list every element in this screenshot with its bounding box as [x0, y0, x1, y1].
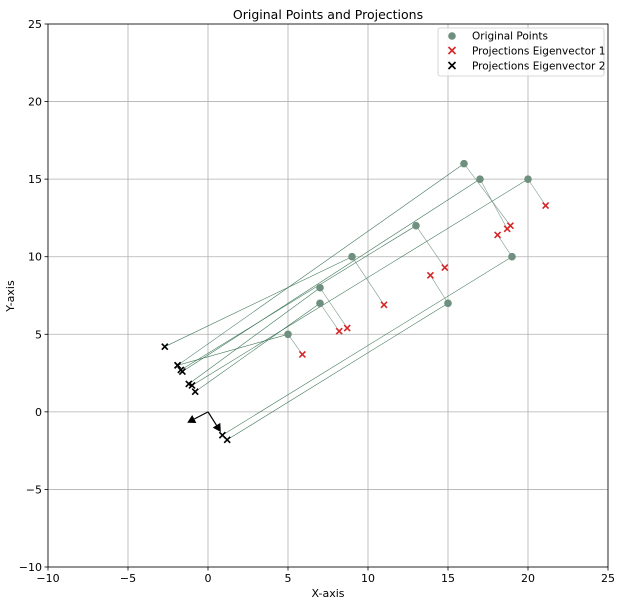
eigenvector-1-shaft: [194, 411, 209, 420]
projection-line-eigenvector-1: [415, 225, 446, 268]
x-tick-label: 20: [521, 572, 535, 585]
projection-line-eigenvector-2: [191, 178, 529, 386]
projection-line-eigenvector-2: [164, 256, 353, 347]
projection-line-eigenvector-1: [527, 178, 546, 206]
legend-label-original: Original Points: [472, 31, 548, 43]
projection-line-eigenvector-2: [195, 303, 321, 392]
y-tick-label: 20: [28, 96, 42, 109]
projection-line-eigenvector-1: [497, 234, 513, 257]
y-axis-label: Y-axis: [4, 280, 17, 313]
projection-line-eigenvector-2: [177, 333, 289, 366]
projection-point-eigenvector-2: [191, 388, 199, 396]
projection-point-eigenvector-1: [335, 327, 343, 335]
y-tick-label: 25: [28, 18, 42, 31]
legend-marker-original: [448, 32, 456, 40]
x-tick-label: 5: [285, 572, 292, 585]
legend-marker-proj2: [447, 61, 457, 70]
original-point: [316, 283, 324, 292]
axis-ticks: −10 −5 0 5 10 15 20 25 −10 −5 0 5 10 15 20 25: [19, 18, 615, 585]
y-tick-label: 0: [35, 406, 42, 419]
projection-line-eigenvector-1: [463, 163, 511, 226]
projection-point-eigenvector-2: [174, 361, 182, 369]
projection-line-eigenvector-2: [177, 163, 465, 366]
projection-line-eigenvector-2: [188, 287, 321, 385]
original-point: [444, 299, 452, 308]
y-tick-label: −10: [19, 561, 42, 574]
x-marker-stroke: [298, 350, 306, 359]
x-marker-stroke: [161, 343, 169, 351]
y-tick-label: 5: [35, 328, 42, 341]
projection-point-eigenvector-1: [343, 324, 351, 332]
y-tick-label: −5: [26, 483, 42, 496]
x-marker-stroke: [503, 225, 511, 233]
original-point: [316, 299, 324, 308]
projection-point-eigenvector-1: [542, 201, 550, 210]
y-tick-label: 10: [28, 251, 42, 264]
x-tick-label: −10: [36, 572, 59, 585]
projection-line-eigenvector-1: [430, 275, 449, 304]
projection-line-eigenvector-1: [319, 303, 340, 332]
x-tick-label: 0: [205, 572, 212, 585]
plot-frame: [47, 23, 609, 568]
x-marker-stroke: [343, 324, 351, 332]
projection-line-eigenvector-2: [227, 303, 449, 441]
projection-point-eigenvector-1: [380, 301, 388, 309]
projection-point-eigenvector-2: [185, 380, 193, 388]
projection-point-eigenvector-1: [298, 350, 306, 359]
eigenvector-2-arrowhead: [212, 422, 221, 433]
x-marker-stroke: [380, 301, 388, 309]
original-point: [348, 252, 356, 261]
projection-line-eigenvector-1: [479, 178, 508, 229]
legend-label-proj2: Projections Eigenvector 2: [472, 61, 605, 73]
projection-line-eigenvector-1: [351, 256, 385, 305]
projection-point-eigenvector-1: [494, 231, 502, 239]
legend-label-proj1: Projections Eigenvector 1: [472, 46, 605, 58]
projection-point-eigenvector-1: [503, 225, 511, 233]
x-tick-label: 15: [441, 572, 455, 585]
x-marker-stroke: [223, 436, 231, 444]
projection-point-eigenvector-2: [161, 343, 169, 351]
x-marker-stroke: [441, 264, 449, 272]
x-tick-label: 10: [361, 572, 375, 585]
original-point: [524, 175, 532, 183]
x-marker-stroke: [335, 327, 343, 335]
projection-line-eigenvector-2: [180, 225, 417, 371]
original-point: [476, 175, 484, 183]
legend: Original Points Projections Eigenvector …: [437, 27, 605, 77]
projection-line-eigenvector-2: [222, 256, 513, 436]
x-marker-stroke: [542, 201, 550, 210]
x-marker-stroke: [426, 271, 434, 279]
legend-box: [437, 27, 605, 77]
x-tick-label: −5: [120, 572, 136, 585]
chart-title: Original Points and Projections: [233, 7, 423, 22]
original-point: [284, 330, 292, 339]
eigenvector-arrows: [187, 411, 221, 433]
projection-point-eigenvector-1: [426, 271, 434, 279]
original-point: [508, 252, 516, 261]
projection-point-eigenvector-2: [177, 366, 185, 374]
original-point: [460, 159, 468, 168]
x-marker-stroke: [185, 380, 193, 388]
x-marker-stroke: [174, 361, 182, 369]
eigenvector-2-shaft: [207, 411, 218, 426]
projection-point-eigenvector-2: [223, 436, 231, 444]
x-marker-stroke: [177, 366, 185, 374]
x-marker-stroke: [191, 388, 199, 396]
data-points: [161, 159, 550, 444]
projection-lines: [164, 163, 546, 441]
eigenvector-1-arrowhead: [187, 415, 197, 424]
y-tick-label: 15: [28, 173, 42, 186]
original-point: [412, 221, 420, 230]
x-tick-label: 25: [601, 572, 615, 585]
x-axis-label: X-axis: [312, 587, 345, 600]
projection-point-eigenvector-1: [441, 264, 449, 272]
projection-line-eigenvector-1: [319, 287, 348, 329]
x-marker-stroke: [188, 381, 196, 390]
x-marker-stroke: [218, 431, 226, 439]
legend-marker-proj1: [447, 46, 457, 55]
projection-line-eigenvector-2: [182, 178, 481, 372]
x-marker-stroke: [494, 231, 502, 239]
